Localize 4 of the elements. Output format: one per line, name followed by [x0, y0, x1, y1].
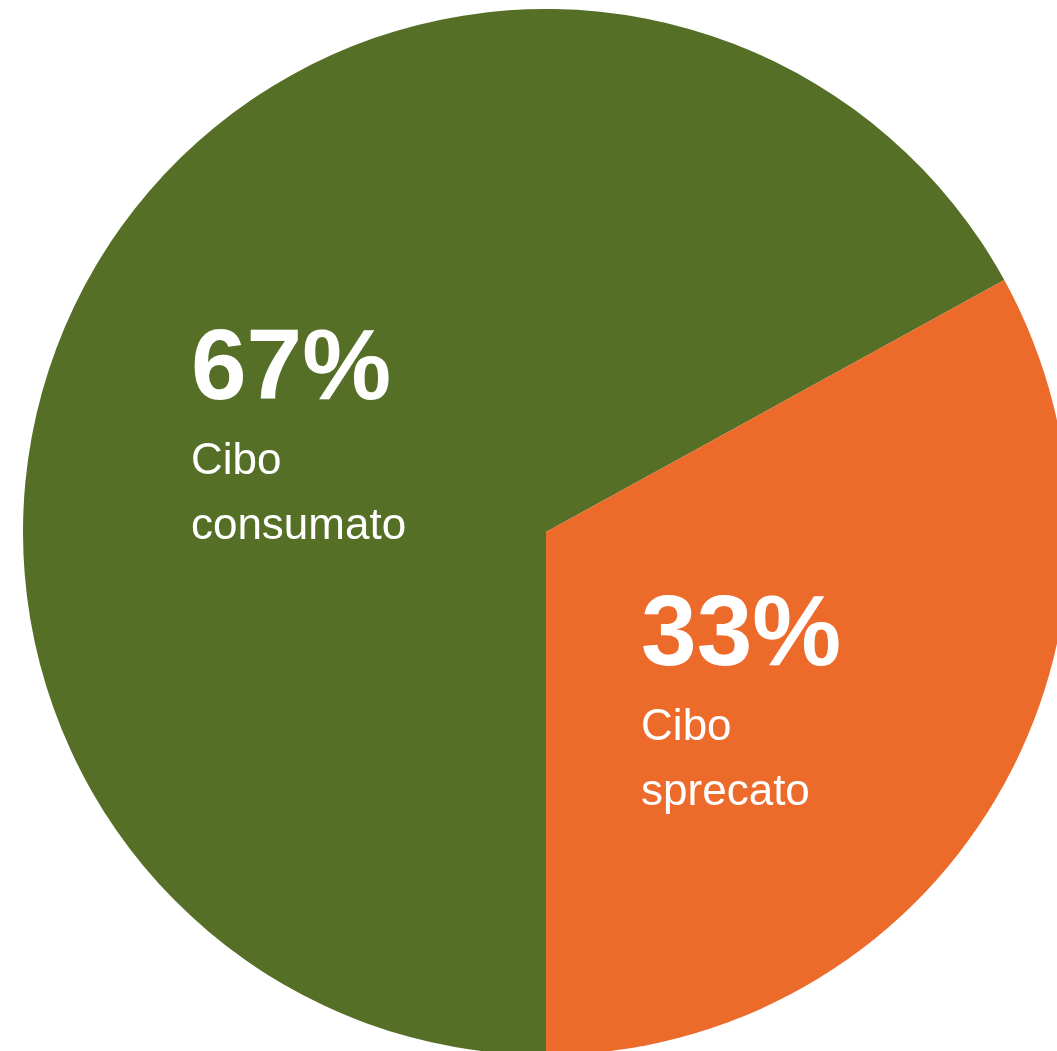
slice-label: Cibo consumato	[190, 433, 407, 548]
data-label: 33%	[641, 574, 842, 687]
slice-label: Cibo sprecato	[641, 700, 810, 815]
data-label: 67%	[190, 307, 392, 420]
